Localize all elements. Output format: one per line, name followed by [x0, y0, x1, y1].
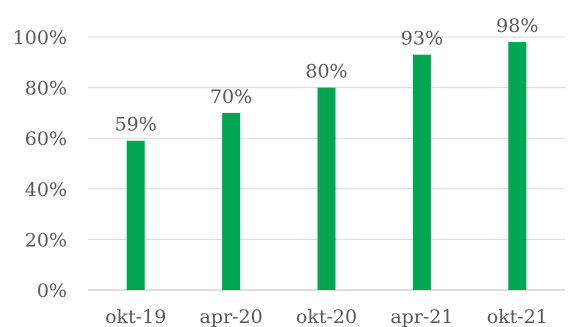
data-label: 70%	[210, 86, 252, 108]
y-tick-label: 20%	[25, 229, 67, 251]
bar-okt-19	[126, 140, 145, 290]
y-tick-label: 60%	[25, 128, 67, 150]
bar-apr-20	[222, 112, 241, 291]
y-tick-label: 100%	[13, 27, 67, 49]
y-tick-label: 80%	[25, 78, 67, 100]
y-tick-label: 40%	[25, 179, 67, 201]
x-axis-tick-labels: okt-19 apr-20 okt-20 apr-21 okt-21	[105, 306, 548, 327]
x-tick-label: okt-19	[105, 306, 166, 327]
x-tick-label: apr-21	[390, 306, 453, 327]
y-axis-tick-labels: 0% 20% 40% 60% 80% 100%	[13, 27, 67, 302]
data-labels: 59% 70% 80% 93% 98%	[115, 15, 539, 136]
bar-okt-21	[508, 42, 527, 291]
data-label: 59%	[115, 114, 157, 136]
data-label: 93%	[401, 28, 443, 50]
bars	[126, 42, 527, 291]
y-tick-label: 0%	[37, 280, 67, 302]
x-tick-label: okt-21	[487, 306, 548, 327]
data-label: 80%	[305, 61, 347, 83]
bar-okt-20	[317, 87, 336, 290]
x-tick-label: apr-20	[200, 306, 263, 327]
bar-apr-21	[412, 54, 431, 291]
data-label: 98%	[496, 15, 538, 37]
x-tick-label: okt-20	[296, 306, 357, 327]
